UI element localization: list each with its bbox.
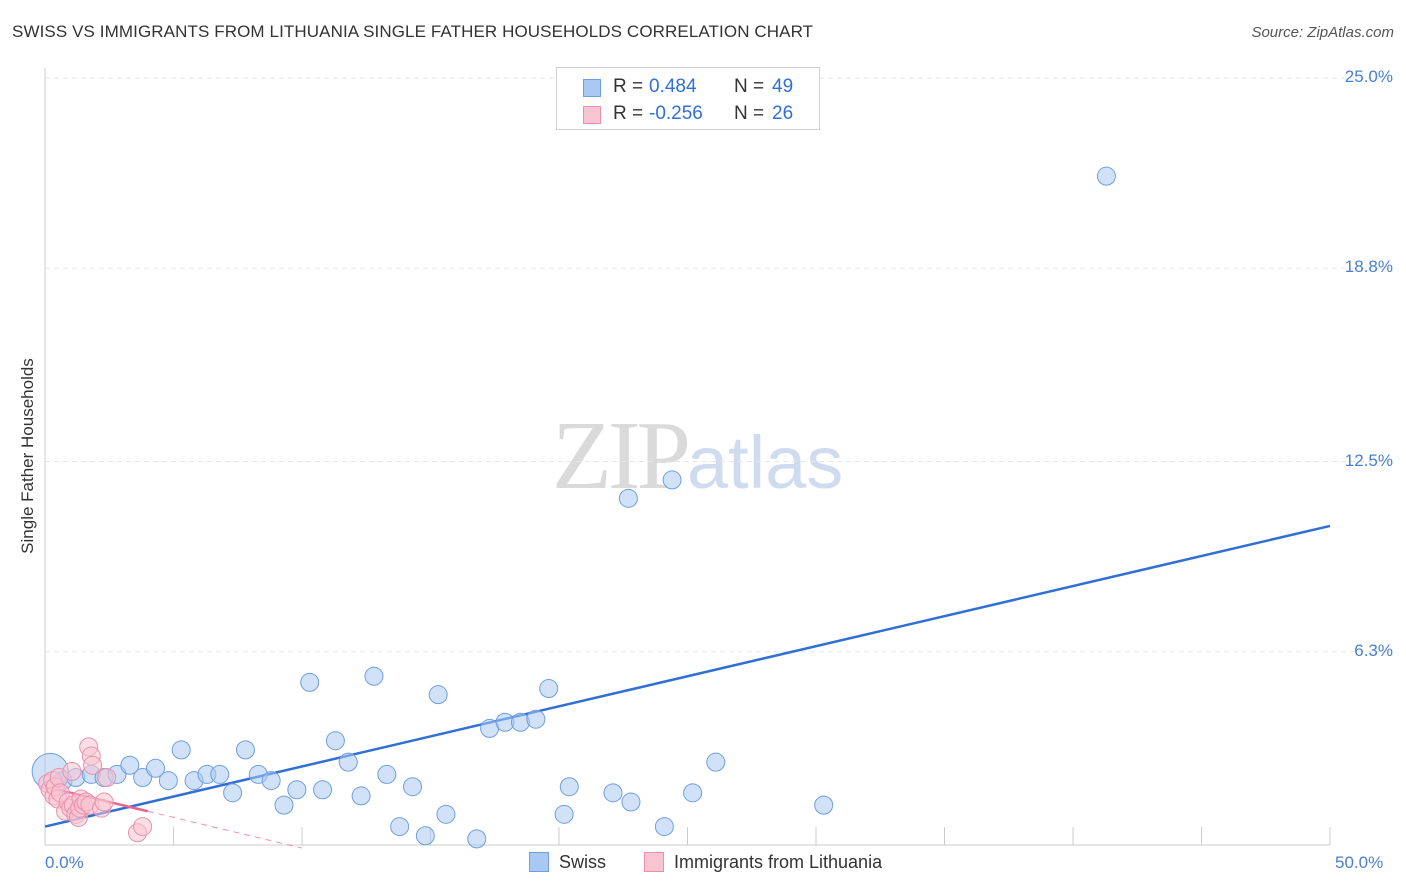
swiss-point — [158, 771, 178, 791]
swiss-point — [510, 712, 530, 732]
x-tick-label-max: 50.0% — [1335, 853, 1384, 872]
swiss-point — [223, 783, 243, 803]
swiss-point — [261, 771, 281, 791]
r-value: -0.256 — [649, 103, 703, 124]
swiss-point — [618, 488, 638, 508]
watermark-atlas: atlas — [687, 421, 844, 504]
r-label: R = — [613, 103, 644, 124]
legend-item-lithuania[interactable]: Immigrants from Lithuania — [644, 852, 882, 873]
swiss-point — [235, 740, 255, 760]
swiss-point — [814, 795, 834, 815]
swiss-point — [274, 795, 294, 815]
lithuania-point — [83, 755, 103, 775]
x-tick-label-min: 0.0% — [45, 853, 84, 872]
lithuania-point — [133, 817, 153, 837]
stats-swatch-swiss — [583, 79, 601, 97]
swiss-point — [539, 679, 559, 699]
swiss-point — [287, 780, 307, 800]
swiss-point — [415, 826, 435, 846]
legend-swatch-swiss — [529, 852, 549, 872]
source-label: Source: ZipAtlas.com — [1251, 24, 1394, 41]
y-tick-label: 12.5% — [1344, 450, 1393, 470]
n-label: N = — [734, 76, 765, 97]
swiss-point — [559, 777, 579, 797]
swiss-point — [133, 768, 153, 788]
swiss-point — [706, 752, 726, 772]
n-label: N = — [734, 103, 765, 124]
swiss-point — [120, 755, 140, 775]
r-value: 0.484 — [649, 76, 697, 97]
swiss-point — [621, 792, 641, 812]
axes — [44, 68, 1331, 846]
swiss-point — [526, 709, 546, 729]
swiss-point — [436, 804, 456, 824]
y-tick-label: 25.0% — [1344, 67, 1393, 86]
swiss-point — [338, 752, 358, 772]
legend-swatch-lithuania — [644, 852, 664, 872]
chart-title: SWISS VS IMMIGRANTS FROM LITHUANIA SINGL… — [12, 22, 814, 41]
y-tick-label: 18.8% — [1344, 257, 1393, 277]
swiss-point — [428, 685, 448, 705]
legend-item-swiss[interactable]: Swiss — [529, 852, 606, 873]
trend-line-dashed — [147, 810, 303, 849]
swiss-point — [683, 783, 703, 803]
lithuania-point — [94, 792, 114, 812]
n-value: 26 — [772, 103, 794, 124]
swiss-point — [210, 764, 230, 784]
swiss-point — [171, 740, 191, 760]
swiss-point — [554, 804, 574, 824]
swiss-point — [146, 758, 166, 778]
swiss-point — [390, 817, 410, 837]
legend-label-swiss: Swiss — [559, 852, 607, 872]
swiss-point — [662, 470, 682, 490]
swiss-point — [603, 783, 623, 803]
lithuania-point — [97, 768, 117, 788]
swiss-point — [313, 780, 333, 800]
trend-line-swiss — [44, 524, 1331, 828]
gridlines — [45, 77, 1392, 653]
swiss-point — [351, 786, 371, 806]
swiss-point — [467, 829, 487, 849]
r-label: R = — [613, 76, 644, 97]
swiss-point — [1096, 166, 1116, 186]
swiss-point — [325, 731, 345, 751]
stats-box: R = 0.484 N = 49 R = -0.256 N = 26 — [556, 67, 820, 130]
data-points — [31, 166, 1116, 849]
swiss-point — [377, 764, 397, 784]
stats-swatch-lithuania — [583, 106, 601, 124]
lithuania-point — [62, 761, 82, 781]
swiss-point — [403, 777, 423, 797]
legend-label-lithuania: Immigrants from Lithuania — [674, 852, 883, 872]
swiss-point — [654, 817, 674, 837]
swiss-point — [364, 666, 384, 686]
y-tick-label: 6.3% — [1354, 640, 1393, 660]
swiss-point — [300, 672, 320, 692]
n-value: 49 — [772, 76, 794, 97]
